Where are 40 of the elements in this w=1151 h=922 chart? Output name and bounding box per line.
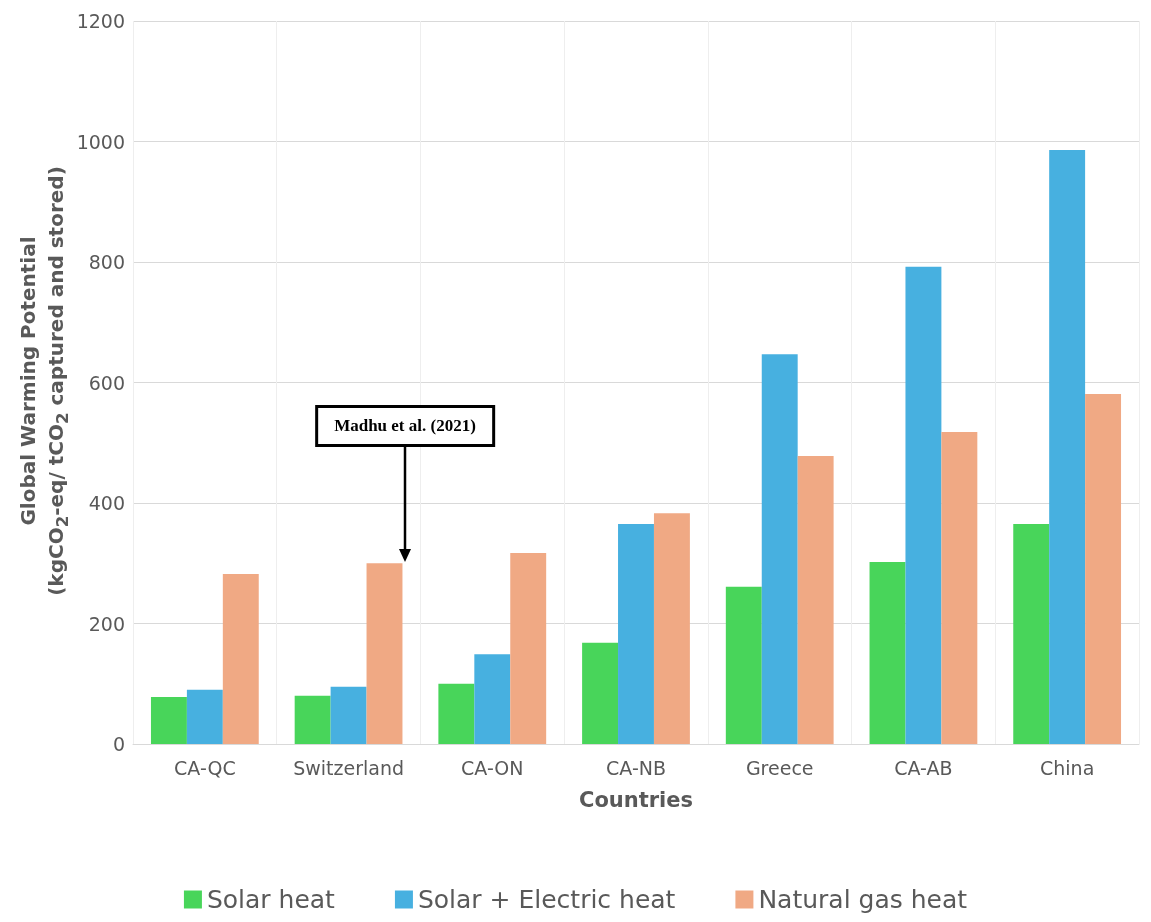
legend-label: Solar heat (206, 885, 336, 914)
x-tick-label: CA-QC (174, 756, 236, 779)
bar (1049, 149, 1086, 744)
bar (510, 553, 547, 744)
y-tick-label: 400 (88, 492, 125, 514)
legend-label: Solar + Electric heat (417, 885, 676, 914)
x-tick-label: Switzerland (293, 756, 404, 779)
bar (653, 513, 690, 744)
bar (905, 266, 942, 744)
bar (725, 586, 762, 744)
legend-label: Natural gas heat (758, 885, 968, 914)
bar (222, 574, 259, 744)
bar (941, 431, 978, 744)
bar (150, 697, 187, 744)
y-tick-label: 1200 (76, 10, 125, 32)
bar (1085, 393, 1122, 744)
x-tick-label: CA-NB (606, 756, 666, 779)
x-tick-label: Greece (745, 756, 814, 779)
bar (438, 683, 475, 744)
bar (294, 695, 331, 744)
bar (582, 642, 619, 744)
y-tick-label: 200 (88, 612, 125, 635)
x-axis-title: Countries (578, 787, 694, 812)
bar (330, 686, 367, 744)
bar (366, 563, 403, 744)
y-tick-label: 800 (88, 251, 125, 273)
y-tick-label: 0 (112, 733, 125, 755)
bar (1013, 524, 1050, 744)
annotation: Madhu et al. (2021) (315, 405, 495, 447)
bar (618, 524, 654, 744)
x-tick-label: CA-AB (894, 756, 953, 779)
bar (869, 562, 906, 744)
bar (186, 689, 223, 744)
y-tick-label: 1000 (76, 130, 125, 153)
y-tick-label: 600 (88, 371, 125, 394)
bar (761, 354, 798, 744)
x-tick-label: China (1040, 756, 1095, 779)
x-tick-label: CA-ON (461, 756, 524, 779)
bar (474, 654, 511, 744)
bar (797, 456, 834, 744)
